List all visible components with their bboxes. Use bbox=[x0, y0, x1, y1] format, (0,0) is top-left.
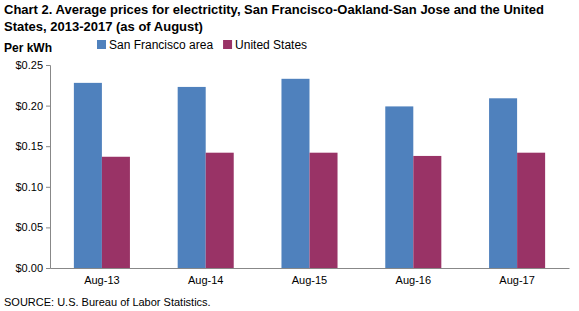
y-axis-line bbox=[46, 66, 51, 269]
bar bbox=[102, 157, 130, 268]
bar bbox=[489, 98, 517, 268]
y-tick-mark bbox=[46, 227, 50, 228]
y-tick-label: $0.00 bbox=[15, 262, 43, 274]
legend-label: United States bbox=[235, 38, 307, 52]
bar bbox=[517, 153, 545, 268]
title-line: Chart 2. Average prices for electrictity… bbox=[4, 2, 544, 17]
y-tick: $0.20 bbox=[15, 100, 50, 112]
legend-item: United States bbox=[223, 38, 307, 52]
y-axis-label: Per kWh bbox=[4, 41, 52, 55]
y-tick-label: $0.20 bbox=[15, 100, 43, 112]
bar bbox=[281, 79, 309, 268]
x-tick-label: Aug-15 bbox=[292, 274, 327, 286]
y-tick: $0.05 bbox=[15, 221, 50, 233]
y-tick-label: $0.15 bbox=[15, 140, 43, 152]
legend-swatch bbox=[223, 40, 232, 49]
y-tick: $0.00 bbox=[15, 262, 50, 274]
legend-swatch bbox=[97, 40, 106, 49]
x-tick-label: Aug-13 bbox=[84, 274, 119, 286]
x-axis-line bbox=[51, 268, 570, 269]
bar bbox=[310, 153, 338, 268]
y-tick-mark bbox=[46, 146, 50, 147]
y-axis: $0.00 $0.05 $0.10 $0.15 $0.20 $0.25 bbox=[15, 59, 50, 274]
title-line: States, 2013-2017 (as of August) bbox=[4, 19, 203, 34]
y-tick-label: $0.10 bbox=[15, 181, 43, 193]
y-tick: $0.10 bbox=[15, 181, 50, 193]
bar bbox=[385, 106, 413, 268]
bar bbox=[206, 153, 234, 268]
y-tick: $0.25 bbox=[15, 59, 50, 71]
y-tick-mark bbox=[46, 268, 50, 269]
legend-item: San Francisco area bbox=[97, 38, 213, 52]
title: Chart 2. Average prices for electrictity… bbox=[4, 2, 544, 34]
bar bbox=[178, 87, 206, 268]
bars bbox=[74, 79, 545, 268]
y-tick: $0.15 bbox=[15, 140, 50, 152]
x-tick: Aug-17 bbox=[499, 268, 534, 286]
x-tick: Aug-14 bbox=[188, 268, 223, 286]
x-tick: Aug-16 bbox=[396, 268, 431, 286]
y-tick-label: $0.05 bbox=[15, 221, 43, 233]
x-tick-label: Aug-17 bbox=[499, 274, 534, 286]
y-tick-label: $0.25 bbox=[15, 59, 43, 71]
legend: San Francisco area United States bbox=[97, 38, 307, 52]
y-tick-mark bbox=[46, 65, 50, 66]
bar bbox=[413, 156, 441, 268]
legend-label: San Francisco area bbox=[109, 38, 213, 52]
x-tick: Aug-13 bbox=[84, 268, 119, 286]
x-tick-label: Aug-16 bbox=[396, 274, 431, 286]
y-tick-mark bbox=[46, 187, 50, 188]
bar bbox=[74, 83, 102, 268]
source: SOURCE: U.S. Bureau of Labor Statistics. bbox=[4, 296, 211, 308]
chart: Chart 2. Average prices for electrictity… bbox=[0, 0, 579, 311]
x-tick-label: Aug-14 bbox=[188, 274, 223, 286]
y-tick-mark bbox=[46, 106, 50, 107]
x-tick: Aug-15 bbox=[292, 268, 327, 286]
x-axis: Aug-13 Aug-14 Aug-15 Aug-16 Aug-17 bbox=[51, 268, 570, 286]
